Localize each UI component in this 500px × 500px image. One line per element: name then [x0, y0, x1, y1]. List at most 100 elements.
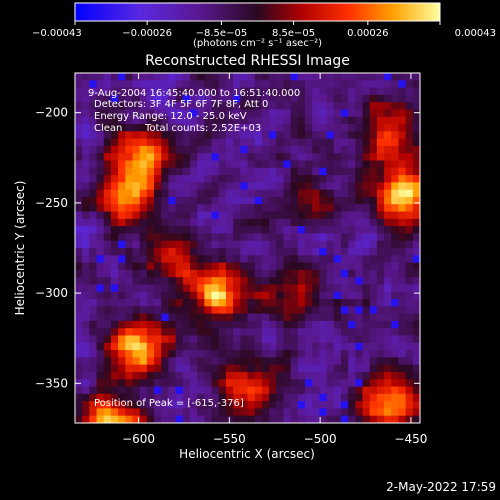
heatmap-cell — [204, 240, 213, 249]
heatmap-cell — [197, 291, 205, 300]
heatmap-cell — [204, 80, 213, 89]
heatmap-cell — [139, 335, 148, 344]
heatmap-cell — [132, 145, 141, 154]
heatmap-cell — [118, 116, 126, 125]
heatmap-cell — [369, 182, 378, 191]
heatmap-cell — [348, 109, 356, 118]
heatmap-cell — [110, 393, 119, 402]
heatmap-cell — [225, 131, 234, 140]
heatmap-cell — [398, 371, 407, 380]
heatmap-cell — [225, 160, 234, 169]
heatmap-cell — [139, 233, 148, 242]
heatmap-cell — [297, 277, 306, 286]
heatmap-cell — [326, 73, 335, 81]
heatmap-cell — [168, 218, 177, 227]
heatmap-cell — [182, 393, 191, 402]
heatmap-cell — [197, 255, 205, 264]
heatmap-cell — [125, 342, 134, 351]
heatmap-cell — [384, 371, 392, 380]
heatmap-cell — [319, 124, 328, 132]
heatmap-cell — [233, 401, 241, 410]
heatmap-cell — [297, 167, 306, 176]
heatmap-cell — [154, 196, 162, 205]
heatmap-cell — [225, 357, 234, 366]
heatmap-cell — [218, 131, 227, 140]
heatmap-cell — [319, 342, 328, 351]
heatmap-cell — [139, 87, 148, 96]
heatmap-cell — [75, 73, 83, 81]
heatmap-cell — [269, 94, 277, 103]
heatmap-cell — [190, 306, 198, 315]
heatmap-cell — [412, 240, 420, 249]
heatmap-cell — [326, 320, 335, 329]
heatmap-cell — [218, 182, 227, 191]
heatmap-cell — [103, 167, 112, 176]
heatmap-cell — [125, 87, 134, 96]
heatmap-cell — [362, 109, 371, 118]
heatmap-cell — [125, 94, 134, 103]
heatmap-cell — [398, 153, 407, 162]
heatmap-cell — [161, 226, 170, 235]
heatmap-cell — [240, 379, 249, 388]
heatmap-cell — [75, 248, 83, 256]
heatmap-cell — [139, 145, 148, 154]
heatmap-cell — [168, 393, 177, 402]
heatmap-cell — [168, 335, 177, 344]
heatmap-cell — [412, 94, 420, 103]
heatmap-cell — [276, 313, 285, 322]
heatmap-cell — [190, 277, 198, 286]
heatmap-cell — [82, 393, 90, 402]
heatmap-cell — [340, 94, 349, 103]
heatmap-cell — [254, 277, 263, 286]
heatmap-cell — [175, 357, 184, 366]
heatmap-cell — [290, 73, 299, 81]
heatmap-cell — [182, 102, 191, 111]
y-tick-label: −250 — [35, 196, 68, 210]
heatmap-cell — [89, 218, 98, 227]
heatmap-cell — [240, 342, 249, 351]
heatmap-cell — [283, 328, 292, 337]
heatmap-cell — [225, 167, 234, 176]
heatmap-cell — [175, 328, 184, 337]
heatmap-cell — [391, 196, 400, 205]
heatmap-cell — [190, 371, 198, 380]
heatmap-cell — [96, 160, 105, 169]
heatmap-cell — [319, 248, 328, 256]
heatmap-cell — [247, 80, 256, 89]
heatmap-cell — [398, 269, 407, 278]
heatmap-cell — [312, 350, 320, 358]
heatmap-cell — [139, 269, 148, 278]
heatmap-cell — [254, 87, 263, 96]
heatmap-cell — [240, 357, 249, 366]
heatmap-cell — [398, 357, 407, 366]
heatmap-cell — [218, 167, 227, 176]
heatmap-cell — [204, 131, 213, 140]
heatmap-cell — [297, 379, 306, 388]
heatmap-cell — [290, 328, 299, 337]
heatmap-cell — [362, 124, 371, 132]
heatmap-cell — [89, 182, 98, 191]
x-tick-label: −550 — [213, 432, 246, 446]
heatmap-cell — [146, 102, 155, 111]
heatmap-cell — [96, 94, 105, 103]
heatmap-cell — [139, 291, 148, 300]
heatmap-cell — [261, 211, 270, 220]
heatmap-cell — [197, 379, 205, 388]
heatmap-cell — [118, 306, 126, 315]
heatmap-cell — [376, 386, 385, 395]
heatmap-cell — [362, 284, 371, 293]
heatmap-cell — [290, 335, 299, 344]
heatmap-cell — [82, 248, 90, 256]
heatmap-cell — [110, 94, 119, 103]
heatmap-cell — [110, 124, 119, 132]
heatmap-cell — [96, 350, 105, 358]
heatmap-cell — [398, 313, 407, 322]
heatmap-cell — [110, 291, 119, 300]
heatmap-cell — [326, 211, 335, 220]
heatmap-cell — [305, 102, 313, 111]
heatmap-cell — [348, 73, 356, 81]
heatmap-cell — [348, 320, 356, 329]
heatmap-cell — [305, 80, 313, 89]
heatmap-cell — [190, 109, 198, 118]
heatmap-cell — [269, 204, 277, 213]
